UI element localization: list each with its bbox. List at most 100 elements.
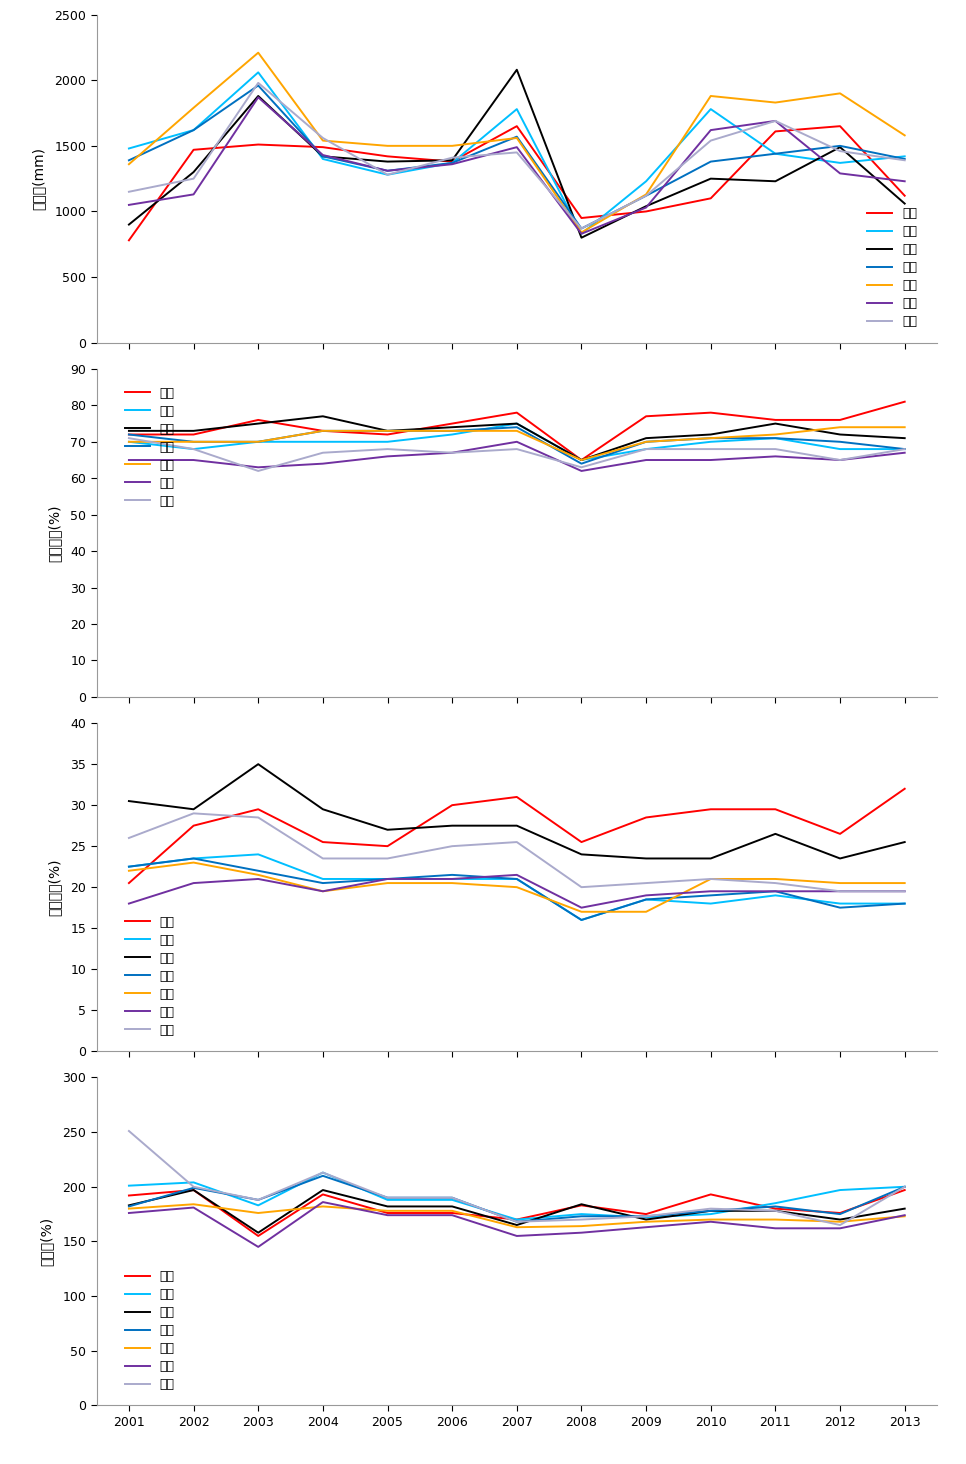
군산	[252, 411, 264, 429]
남원	[899, 441, 911, 458]
전주	[899, 444, 911, 461]
Line: 임실: 임실	[128, 427, 905, 464]
남원	[835, 154, 846, 171]
군산	[511, 788, 523, 805]
부안	[382, 1198, 393, 1215]
전주	[770, 448, 781, 466]
전주	[252, 1239, 264, 1256]
군산	[835, 411, 846, 429]
장수	[640, 903, 652, 921]
Y-axis label: 강수량(mm): 강수량(mm)	[32, 148, 46, 211]
임실	[123, 858, 134, 875]
임실	[382, 422, 393, 439]
전주	[252, 870, 264, 887]
남원	[899, 895, 911, 912]
임실	[511, 419, 523, 436]
전주	[835, 1220, 846, 1237]
정읍	[835, 883, 846, 900]
전주	[576, 1224, 587, 1241]
임실	[899, 1179, 911, 1196]
정읍	[770, 113, 781, 130]
정읍	[446, 837, 458, 855]
장수	[382, 874, 393, 892]
군산	[123, 426, 134, 444]
장수	[317, 1198, 328, 1215]
부안	[187, 164, 199, 182]
정읍	[576, 878, 587, 896]
전주	[576, 225, 587, 243]
군산	[252, 136, 264, 154]
임실	[187, 433, 199, 451]
Line: 정읍: 정읍	[128, 814, 905, 892]
정읍	[899, 441, 911, 458]
정읍	[382, 1189, 393, 1206]
장수	[446, 138, 458, 155]
남원	[123, 433, 134, 451]
부안	[835, 426, 846, 444]
임실	[317, 874, 328, 892]
전주	[770, 1220, 781, 1237]
전주	[446, 444, 458, 461]
Line: 군산: 군산	[128, 126, 905, 240]
군산	[705, 801, 717, 818]
장수	[576, 451, 587, 468]
정읍	[511, 441, 523, 458]
임실	[187, 1179, 199, 1196]
정읍	[123, 1123, 134, 1140]
Line: 전주: 전주	[128, 875, 905, 908]
장수	[511, 422, 523, 439]
군산	[770, 123, 781, 141]
남원	[382, 165, 393, 183]
장수	[899, 874, 911, 892]
장수	[252, 1205, 264, 1222]
부안	[317, 801, 328, 818]
전주	[317, 146, 328, 164]
장수	[576, 1218, 587, 1236]
정읍	[899, 883, 911, 900]
임실	[382, 1189, 393, 1206]
정읍	[511, 143, 523, 161]
Legend: 군산, 남원, 부안, 임실, 장수, 전주, 정읍: 군산, 남원, 부안, 임실, 장수, 전주, 정읍	[863, 202, 923, 334]
임실	[770, 1198, 781, 1215]
임실	[382, 870, 393, 887]
군산	[446, 796, 458, 814]
부안	[252, 1224, 264, 1241]
정읍	[446, 1189, 458, 1206]
군산	[770, 801, 781, 818]
전주	[123, 196, 134, 214]
남원	[640, 890, 652, 908]
부안	[899, 429, 911, 447]
남원	[770, 1195, 781, 1212]
전주	[899, 173, 911, 190]
임실	[446, 422, 458, 439]
임실	[252, 1192, 264, 1209]
부안	[187, 801, 199, 818]
정읍	[640, 441, 652, 458]
부안	[382, 821, 393, 839]
임실	[576, 455, 587, 473]
장수	[576, 903, 587, 921]
정읍	[770, 874, 781, 892]
임실	[511, 870, 523, 887]
남원	[123, 858, 134, 875]
장수	[446, 1202, 458, 1220]
전주	[511, 139, 523, 157]
부안	[640, 429, 652, 447]
임실	[187, 122, 199, 139]
Y-axis label: 최소습도(%): 최소습도(%)	[48, 858, 62, 916]
전주	[640, 887, 652, 905]
군산	[511, 117, 523, 135]
정읍	[252, 75, 264, 92]
Line: 군산: 군산	[128, 401, 905, 460]
전주	[382, 870, 393, 887]
군산	[576, 833, 587, 851]
장수	[705, 870, 717, 887]
남원	[705, 1205, 717, 1222]
부안	[835, 139, 846, 157]
전주	[835, 164, 846, 182]
남원	[705, 895, 717, 912]
정읍	[187, 1179, 199, 1196]
임실	[705, 429, 717, 447]
전주	[511, 867, 523, 884]
Line: 부안: 부안	[128, 1190, 905, 1233]
